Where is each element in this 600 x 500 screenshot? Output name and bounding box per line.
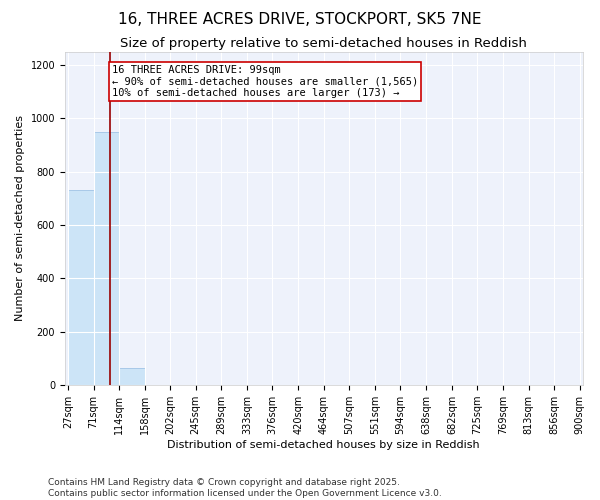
Text: 16, THREE ACRES DRIVE, STOCKPORT, SK5 7NE: 16, THREE ACRES DRIVE, STOCKPORT, SK5 7N… [118, 12, 482, 28]
Y-axis label: Number of semi-detached properties: Number of semi-detached properties [15, 116, 25, 322]
Text: Contains HM Land Registry data © Crown copyright and database right 2025.
Contai: Contains HM Land Registry data © Crown c… [48, 478, 442, 498]
Bar [94, 132, 119, 385]
X-axis label: Distribution of semi-detached houses by size in Reddish: Distribution of semi-detached houses by … [167, 440, 480, 450]
Text: 16 THREE ACRES DRIVE: 99sqm
← 90% of semi-detached houses are smaller (1,565)
10: 16 THREE ACRES DRIVE: 99sqm ← 90% of sem… [112, 65, 418, 98]
Bar [68, 190, 94, 385]
Title: Size of property relative to semi-detached houses in Reddish: Size of property relative to semi-detach… [121, 38, 527, 51]
Bar [119, 368, 145, 385]
